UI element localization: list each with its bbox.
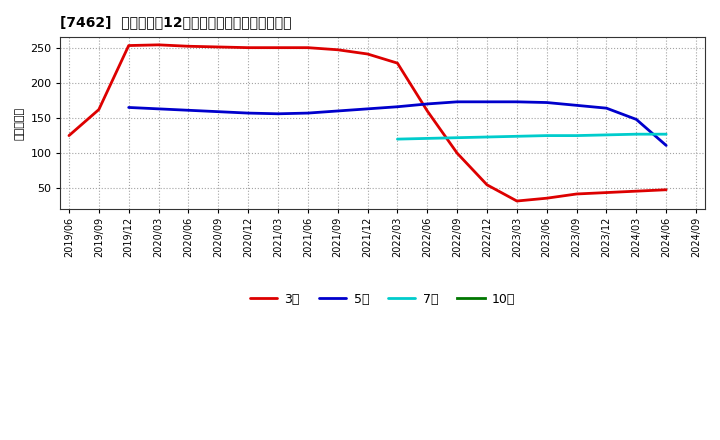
7年 — [423, 136, 431, 141]
3年 — [482, 182, 491, 187]
5年 — [542, 100, 551, 105]
5年 — [244, 110, 253, 116]
5年 — [214, 109, 222, 114]
Text: [7462]  当期純利益12か月移動合計の平均値の推移: [7462] 当期純利益12か月移動合計の平均値の推移 — [60, 15, 292, 29]
7年 — [662, 132, 670, 137]
5年 — [453, 99, 462, 104]
Line: 3年: 3年 — [69, 45, 666, 201]
5年 — [125, 105, 133, 110]
7年 — [572, 133, 581, 138]
5年 — [274, 111, 282, 117]
5年 — [602, 106, 611, 111]
5年 — [482, 99, 491, 104]
5年 — [304, 110, 312, 116]
7年 — [393, 136, 402, 142]
3年 — [572, 191, 581, 197]
5年 — [393, 104, 402, 110]
3年 — [333, 47, 342, 52]
3年 — [304, 45, 312, 50]
7年 — [453, 135, 462, 140]
3年 — [513, 198, 521, 204]
7年 — [482, 134, 491, 139]
5年 — [364, 106, 372, 111]
3年 — [214, 44, 222, 50]
5年 — [632, 117, 641, 122]
3年 — [65, 133, 73, 138]
3年 — [244, 45, 253, 50]
3年 — [94, 107, 103, 112]
7年 — [513, 134, 521, 139]
5年 — [662, 143, 670, 148]
5年 — [423, 101, 431, 106]
3年 — [423, 108, 431, 114]
7年 — [632, 132, 641, 137]
5年 — [513, 99, 521, 104]
3年 — [662, 187, 670, 192]
7年 — [542, 133, 551, 138]
5年 — [572, 103, 581, 108]
Line: 5年: 5年 — [129, 102, 666, 146]
5年 — [184, 108, 193, 113]
3年 — [125, 43, 133, 48]
3年 — [542, 195, 551, 201]
3年 — [154, 42, 163, 48]
3年 — [453, 150, 462, 156]
5年 — [154, 106, 163, 111]
3年 — [632, 188, 641, 194]
3年 — [184, 44, 193, 49]
3年 — [364, 51, 372, 57]
3年 — [602, 190, 611, 195]
7年 — [602, 132, 611, 138]
3年 — [393, 60, 402, 66]
3年 — [274, 45, 282, 50]
5年 — [333, 108, 342, 114]
Line: 7年: 7年 — [397, 134, 666, 139]
Legend: 3年, 5年, 7年, 10年: 3年, 5年, 7年, 10年 — [245, 288, 521, 311]
Y-axis label: （百万円）: （百万円） — [15, 107, 25, 140]
